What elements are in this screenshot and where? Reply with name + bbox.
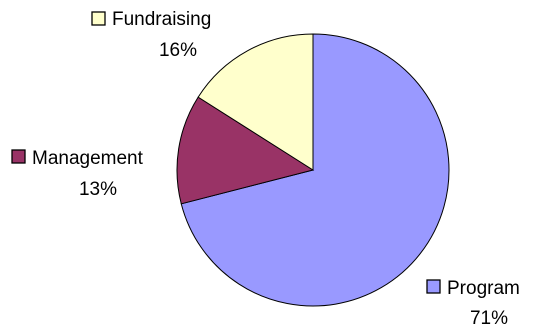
label-management-name: Management	[32, 148, 144, 169]
label-management: Management 13%	[11, 148, 144, 200]
label-program: Program 71%	[426, 278, 520, 328]
pie-slice-management	[176, 96, 315, 205]
label-fundraising-name: Fundraising	[112, 9, 211, 30]
pie-slice-fundraising	[197, 33, 314, 171]
label-program-percent: 71%	[470, 308, 508, 328]
label-program-name: Program	[447, 278, 520, 299]
swatch-fundraising	[91, 11, 106, 26]
swatch-program	[426, 279, 441, 294]
label-management-percent: 13%	[79, 179, 117, 200]
label-fundraising-percent: 16%	[159, 40, 197, 61]
pie-slice-program	[180, 33, 450, 307]
swatch-management	[11, 149, 26, 164]
pie-slices	[176, 33, 450, 307]
label-fundraising: Fundraising 16%	[91, 9, 211, 61]
